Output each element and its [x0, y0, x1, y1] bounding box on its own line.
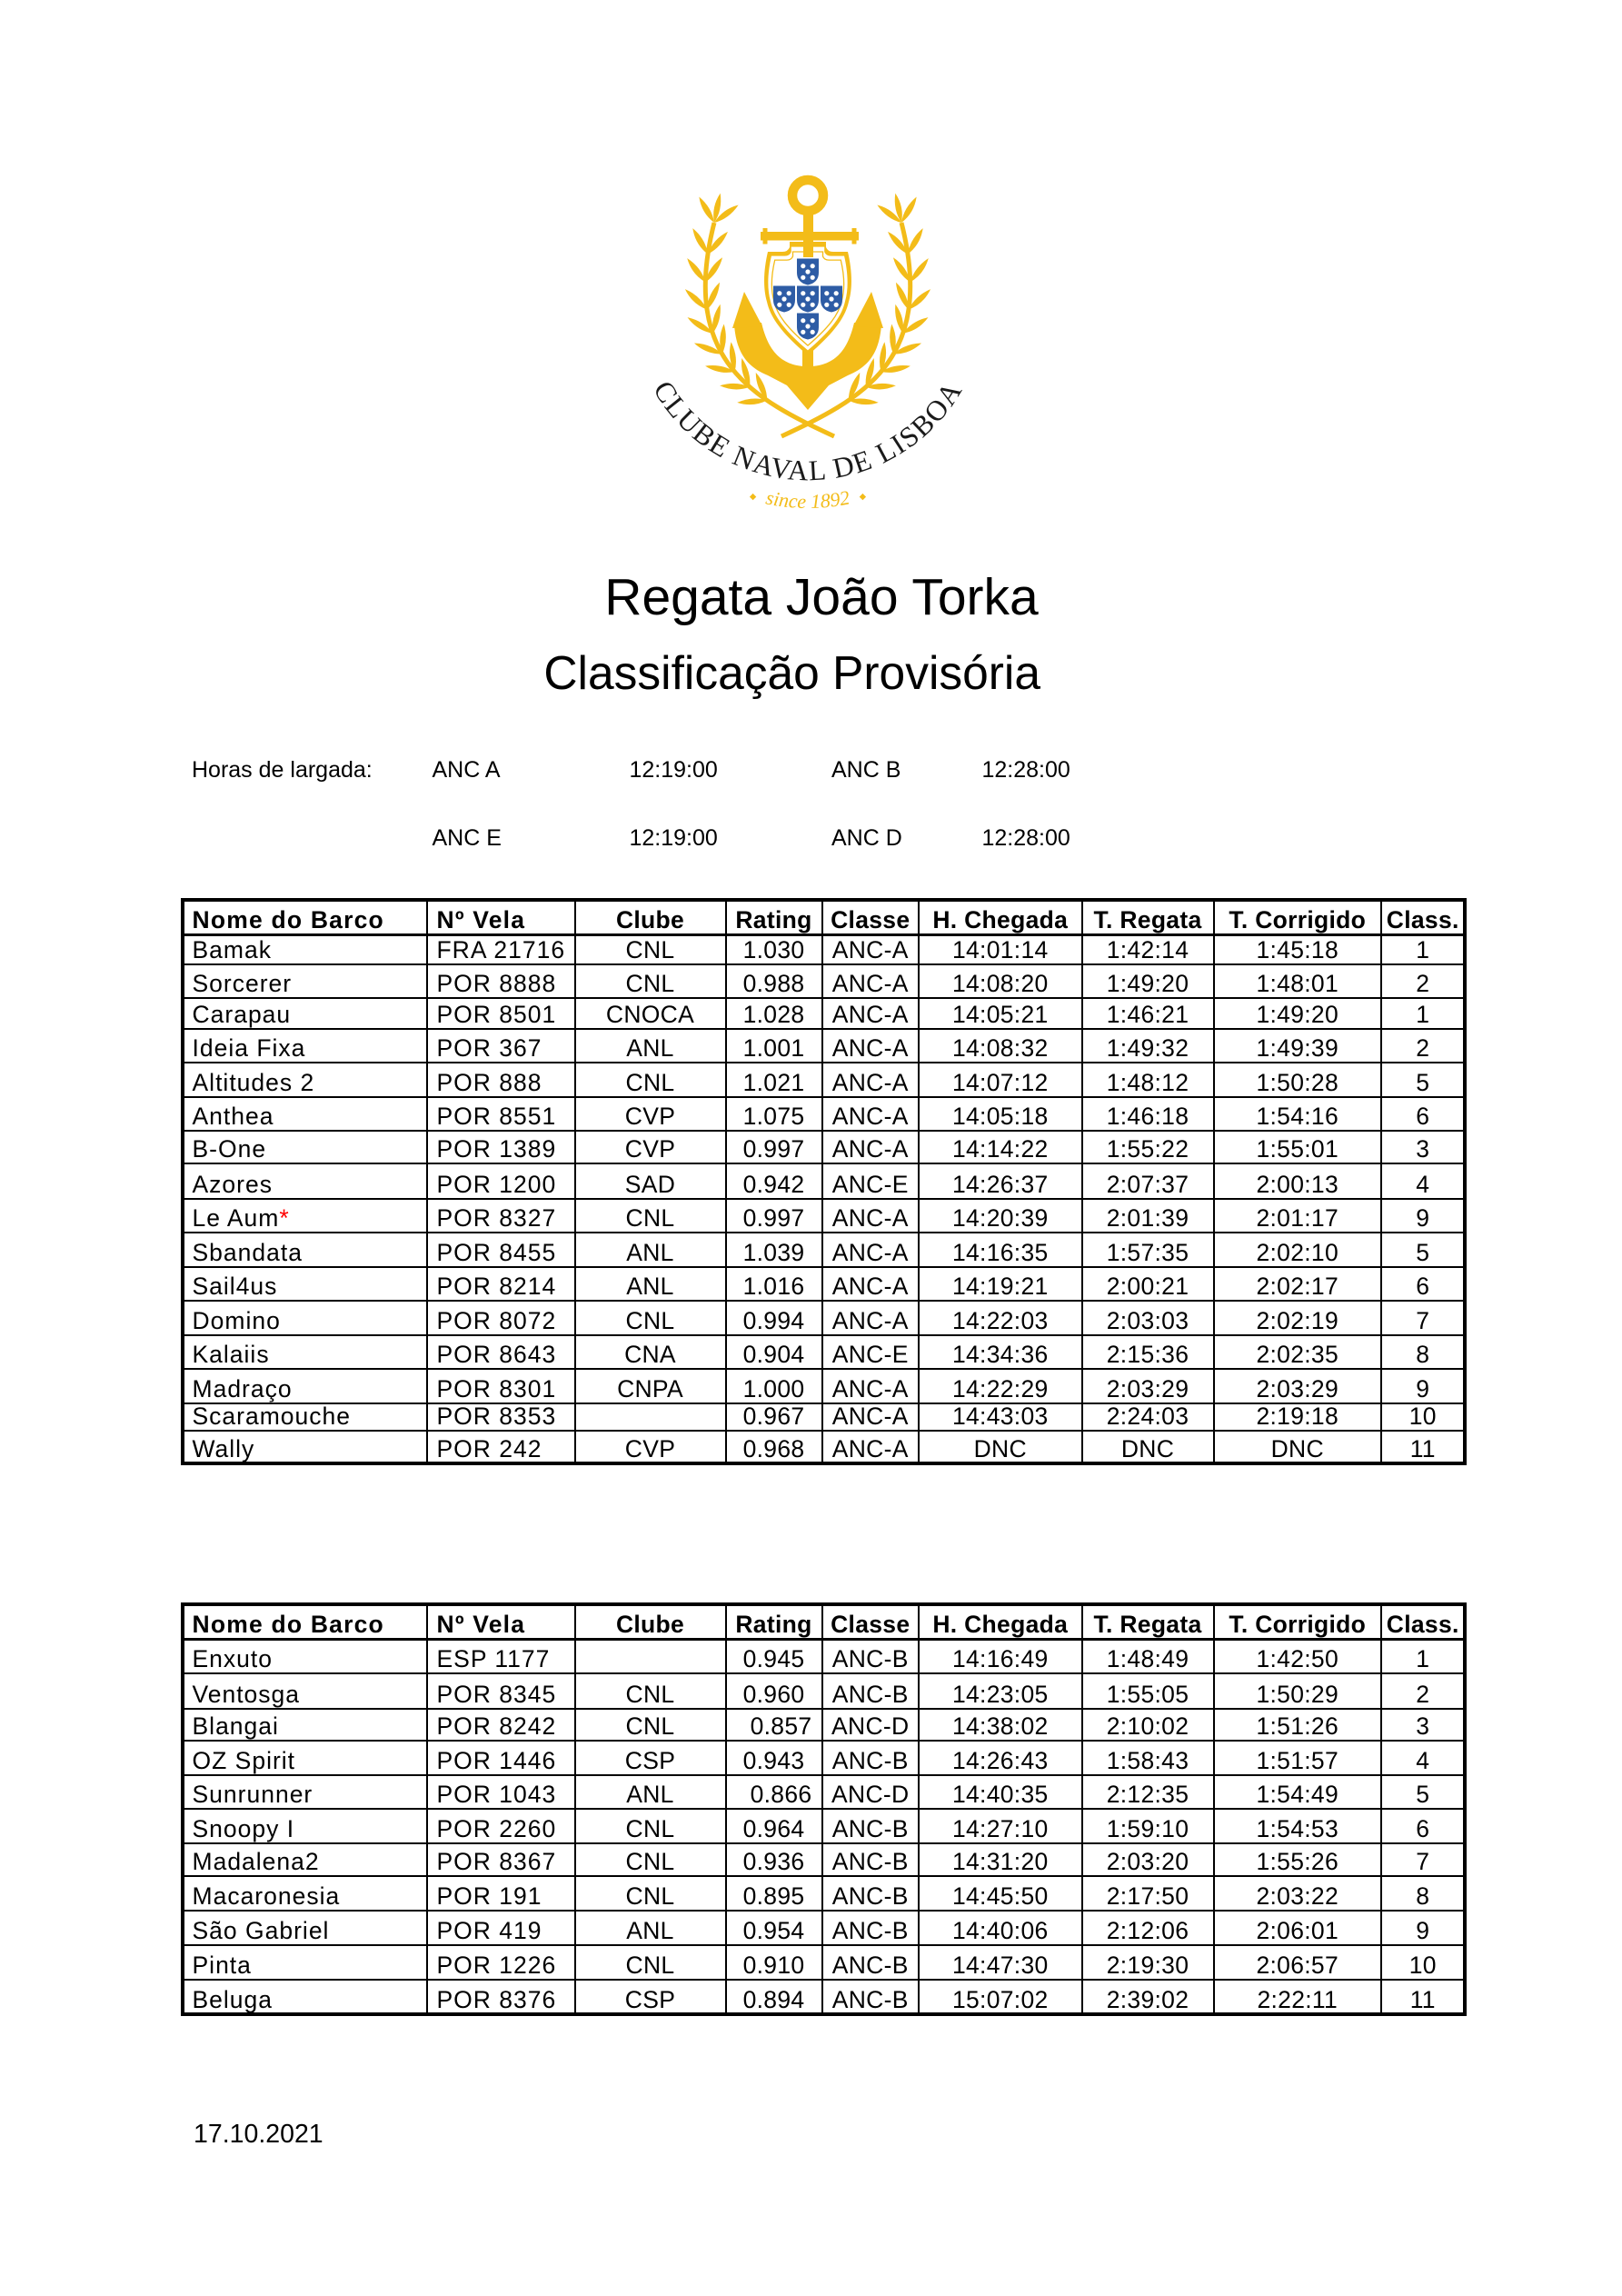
svg-text:since 1892: since 1892 [764, 485, 851, 513]
